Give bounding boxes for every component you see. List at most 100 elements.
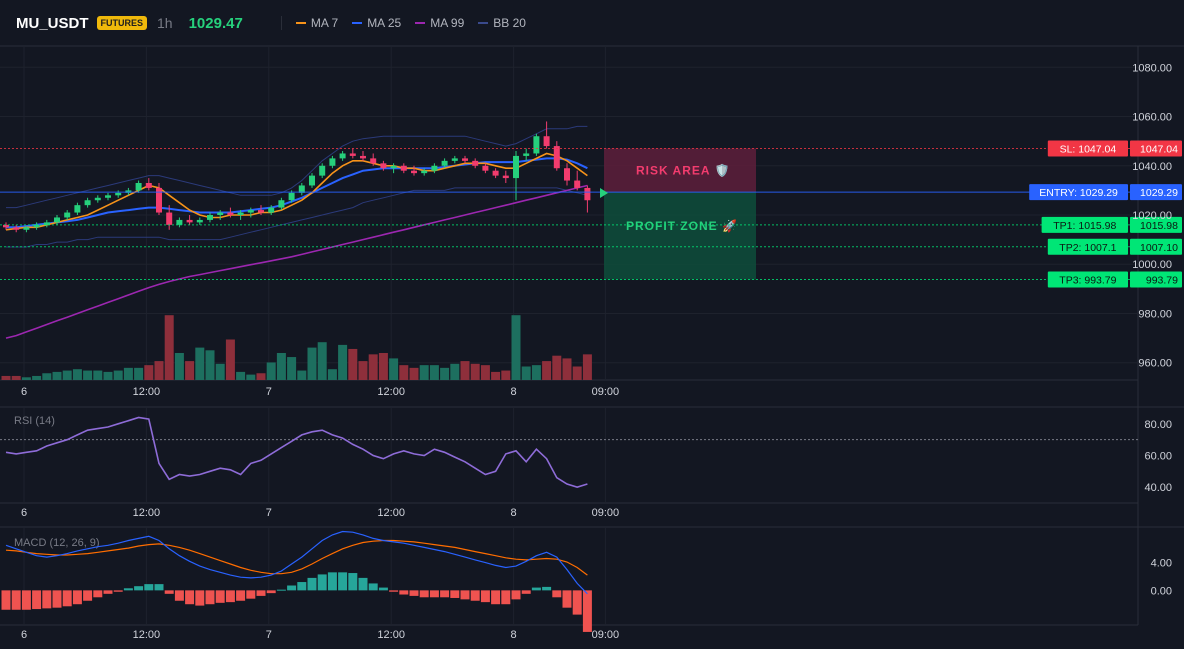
candle-body (125, 190, 132, 193)
time-tick-label: 09:00 (592, 507, 620, 519)
candle-body (492, 170, 499, 176)
candle-body (380, 163, 387, 169)
time-tick-label: 12:00 (133, 386, 161, 398)
macd-histogram-bar (552, 590, 562, 598)
macd-histogram-bar (480, 590, 490, 603)
legend-swatch-ma99 (415, 22, 426, 24)
candle-body (400, 165, 407, 171)
time-tick-label: 09:00 (592, 386, 620, 398)
volume-bar (460, 361, 470, 380)
time-tick-label: 09:00 (592, 629, 620, 641)
ma7-line (5, 152, 588, 231)
volume-bar (195, 347, 205, 380)
candle-body (472, 160, 479, 166)
rsi-tick-label: 60.00 (1144, 451, 1172, 463)
time-tick-label: 8 (511, 507, 517, 519)
volume-bar (429, 365, 439, 380)
candle-body (115, 192, 122, 196)
time-tick-label: 8 (511, 386, 517, 398)
macd-histogram-bar (287, 585, 297, 591)
macd-histogram-bar (144, 584, 154, 591)
macd-histogram-bar (52, 590, 62, 608)
volume-bar (246, 374, 256, 380)
legend-swatch-bb20 (478, 22, 489, 24)
candle-body (54, 217, 60, 223)
candle-body (74, 205, 81, 213)
candle-body (553, 146, 560, 169)
volume-bar (297, 370, 307, 380)
candle-body (482, 165, 489, 171)
volume-bar (542, 361, 552, 380)
time-tick-label: 12:00 (377, 386, 405, 398)
level-value-box (1130, 184, 1182, 201)
candle-body (64, 212, 71, 218)
legend-swatch-ma25 (352, 22, 363, 24)
volume-bar (134, 367, 144, 380)
volume-bar (154, 361, 164, 380)
ma25-line (6, 157, 588, 229)
candle-body (349, 153, 356, 156)
macd-histogram-bar (358, 577, 368, 591)
volume-bar (52, 371, 62, 380)
candle-body (237, 212, 244, 215)
time-tick-label: 12:00 (133, 629, 161, 641)
volume-bar (531, 365, 541, 380)
macd-histogram-bar (491, 590, 501, 605)
volume-bar (225, 339, 235, 380)
macd-histogram-bar (511, 590, 521, 600)
macd-histogram-bar (256, 590, 266, 596)
level-label-box (1041, 216, 1128, 233)
candle-body (523, 153, 530, 156)
macd-histogram-bar (440, 590, 450, 598)
legend-ma25[interactable]: MA 25 (352, 16, 401, 30)
volume-bar (562, 358, 572, 380)
candle-body (186, 219, 193, 223)
level-value-box (1130, 140, 1182, 157)
macd-histogram-bar (470, 590, 480, 601)
candle-body (278, 200, 285, 208)
macd-histogram-bar (460, 590, 470, 600)
price-tick-label: 1080.00 (1132, 62, 1172, 74)
last-price: 1029.47 (188, 14, 243, 32)
time-tick-label: 7 (266, 629, 272, 641)
legend-ma99[interactable]: MA 99 (415, 16, 464, 30)
macd-panel: MACD (12, 26, 9) 4.00 0.00 (1, 530, 1172, 632)
candle-body (3, 224, 9, 228)
macd-histogram-bar (276, 589, 286, 591)
trade-zones: RISK AREA 🛡️ PROFIT ZONE 🚀 (604, 148, 756, 280)
macd-histogram-bar (429, 590, 439, 598)
time-tick-label: 7 (266, 386, 272, 398)
candles (3, 121, 591, 233)
volume-bar (307, 347, 317, 380)
volume-bar (521, 366, 531, 380)
macd-histogram-bar (72, 590, 82, 605)
time-tick-label: 12:00 (377, 507, 405, 519)
volume-bar (378, 353, 388, 380)
level-label-text: TP2: 1007.1 (1059, 242, 1116, 254)
level-value-text: 1015.98 (1140, 220, 1178, 232)
volume-bar (389, 358, 399, 380)
candle-body (176, 219, 183, 225)
macd-histogram-bar (134, 586, 144, 591)
rsi-panel: RSI (14) 80.00 60.00 40.00 (0, 415, 1172, 494)
candle-body (360, 155, 366, 159)
level-value-box (1130, 238, 1182, 255)
candle-body (207, 215, 213, 220)
candle-body (196, 219, 203, 223)
symbol-name[interactable]: MU_USDT (16, 14, 89, 32)
timeframe-label[interactable]: 1h (157, 15, 173, 31)
candle-body (298, 185, 305, 193)
macd-histogram-bar (327, 572, 337, 591)
legend-bb20[interactable]: BB 20 (478, 16, 526, 30)
macd-histogram-bar (11, 590, 21, 610)
macd-histogram-bar (225, 590, 235, 603)
legend-ma7[interactable]: MA 7 (295, 16, 338, 30)
volume-bar (42, 373, 52, 380)
time-tick-label: 7 (266, 507, 272, 519)
volume-bar (552, 355, 562, 380)
level-value-text: 1007.10 (1140, 242, 1178, 254)
macd-histogram-bar (185, 590, 195, 605)
price-tick-label: 1020.00 (1132, 210, 1172, 222)
level-label-text: TP3: 993.79 (1059, 275, 1116, 287)
